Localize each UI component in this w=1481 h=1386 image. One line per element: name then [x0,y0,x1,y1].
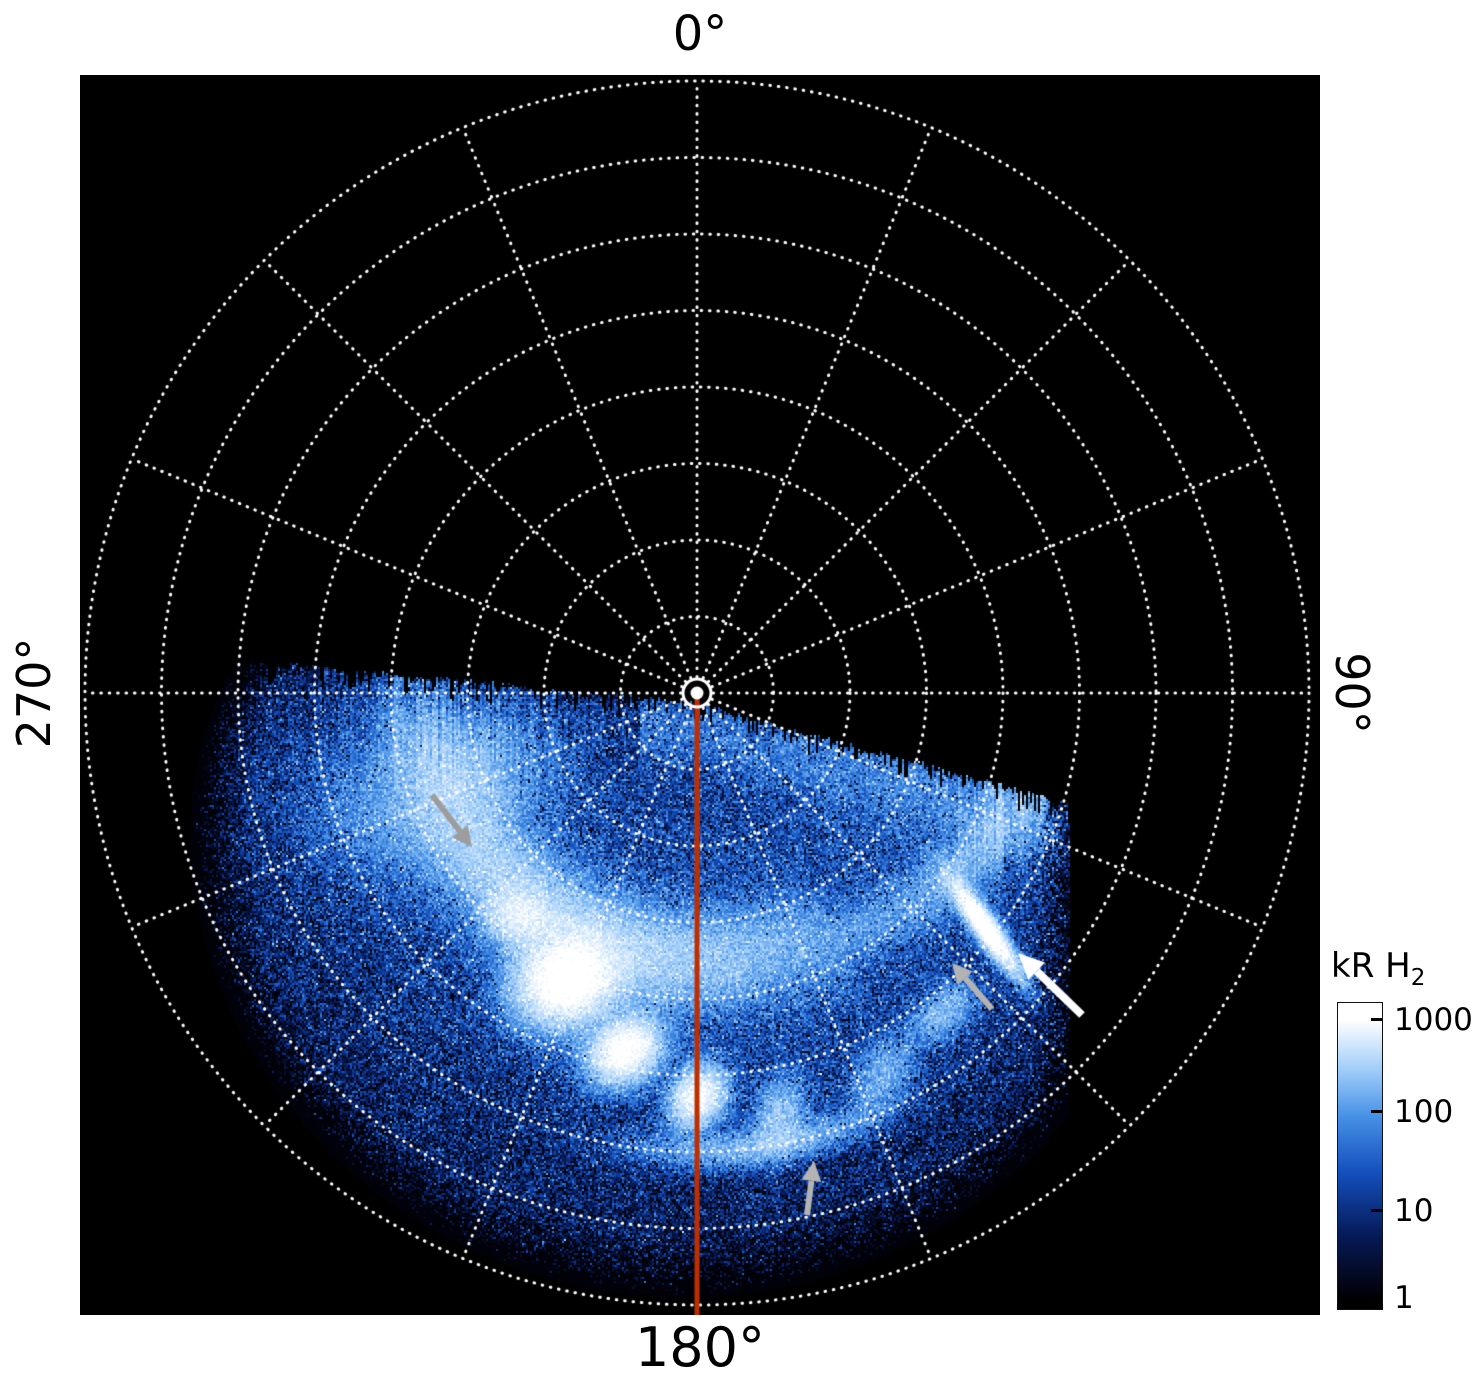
colorbar-tick-label: 10 [1394,1192,1434,1229]
colorbar-tick-mark [1371,1017,1382,1021]
colorbar-tick-label: 1 [1394,1280,1414,1317]
colorbar-tick-mark [1371,1296,1382,1300]
angle-label-90: 90° [1325,652,1379,734]
polar-plot-area [80,75,1320,1315]
aurora-polar-map-canvas [80,75,1320,1315]
colorbar-title-subscript: 2 [1410,964,1426,991]
colorbar [1337,1002,1383,1310]
colorbar-title-text: kR H [1331,946,1411,986]
colorbar-tick-mark [1371,1110,1382,1114]
colorbar-tick-label: 1000 [1394,1001,1473,1038]
angle-label-270: 270° [7,637,61,749]
colorbar-title: kR H2 [1331,946,1425,991]
colorbar-tick-mark [1371,1208,1382,1212]
colorbar-tick-label: 100 [1394,1094,1454,1131]
angle-label-180: 180° [634,1316,766,1379]
angle-label-0: 0° [672,6,728,62]
